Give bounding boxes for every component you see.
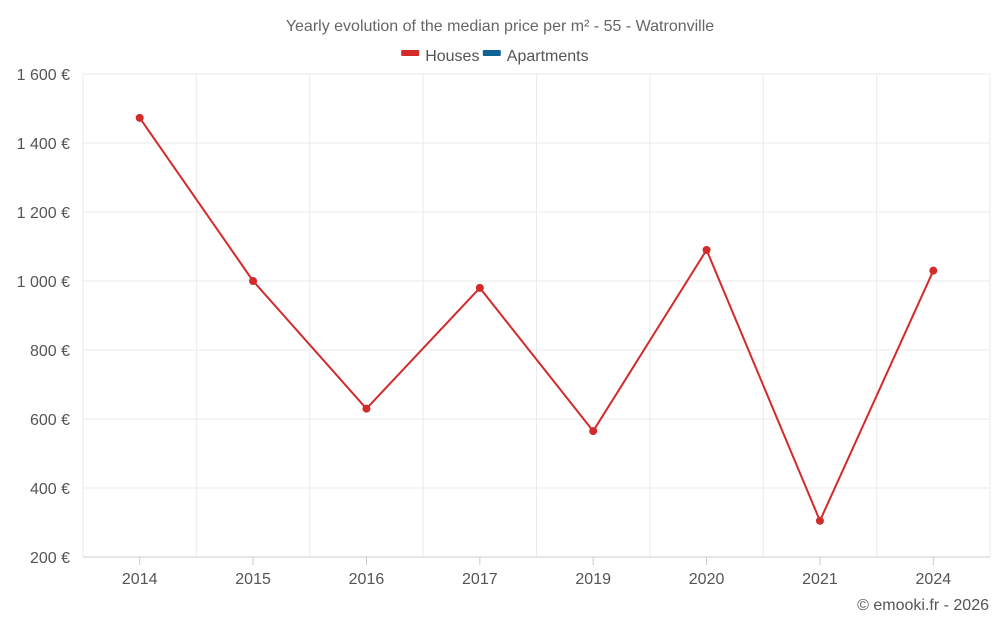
legend-label: Apartments bbox=[507, 48, 589, 65]
legend-label: Houses bbox=[425, 48, 479, 65]
x-tick-label: 2019 bbox=[575, 571, 611, 588]
x-axis: 2014 2015 2016 2017 2019 2020 2021 2024 bbox=[83, 556, 990, 588]
y-tick-label: 200 € bbox=[30, 550, 70, 567]
data-point[interactable] bbox=[815, 516, 824, 525]
x-tick-label: 2021 bbox=[802, 571, 838, 588]
legend-swatch bbox=[401, 50, 420, 56]
y-tick-label: 400 € bbox=[30, 481, 70, 498]
legend-item-apartments[interactable]: Apartments bbox=[482, 48, 589, 65]
data-point[interactable] bbox=[702, 245, 711, 254]
series-line-houses bbox=[138, 117, 935, 522]
y-tick-label: 800 € bbox=[30, 343, 70, 360]
legend-item-houses[interactable]: Houses bbox=[401, 48, 479, 65]
data-point[interactable] bbox=[135, 113, 144, 122]
grid bbox=[82, 73, 991, 557]
series-layer bbox=[135, 113, 938, 525]
data-point[interactable] bbox=[249, 277, 258, 285]
y-tick-label: 1 000 € bbox=[17, 274, 70, 291]
legend: Houses Apartments bbox=[401, 48, 589, 65]
data-point[interactable] bbox=[589, 427, 598, 436]
y-tick-label: 1 400 € bbox=[17, 136, 70, 153]
x-tick-label: 2017 bbox=[462, 571, 498, 588]
data-point[interactable] bbox=[929, 266, 938, 275]
x-tick-label: 2015 bbox=[235, 571, 271, 588]
credit-text: © emooki.fr - 2026 bbox=[857, 597, 989, 614]
y-tick-label: 1 200 € bbox=[17, 205, 70, 222]
chart-title: Yearly evolution of the median price per… bbox=[286, 18, 714, 35]
y-tick-label: 600 € bbox=[30, 412, 70, 429]
data-point[interactable] bbox=[475, 283, 484, 292]
legend-swatch bbox=[482, 50, 501, 56]
x-tick-label: 2024 bbox=[916, 571, 952, 588]
x-tick-label: 2014 bbox=[122, 571, 158, 588]
y-tick-label: 1 600 € bbox=[17, 67, 70, 84]
x-tick-label: 2016 bbox=[349, 571, 385, 588]
y-axis: 200 € 400 € 600 € 800 € 1 000 € 1 200 € 1 400 … bbox=[17, 67, 70, 567]
data-point[interactable] bbox=[362, 404, 371, 413]
x-tick-label: 2020 bbox=[689, 571, 725, 588]
